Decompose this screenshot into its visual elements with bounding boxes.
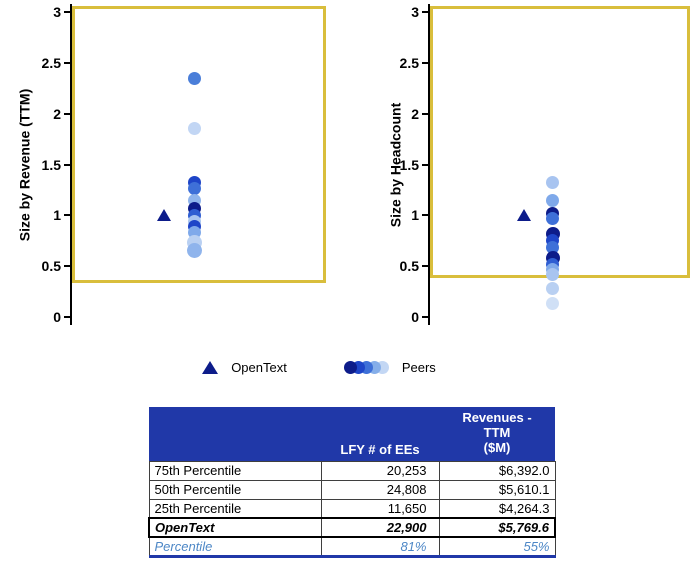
legend: OpenText Peers	[0, 360, 696, 375]
legend-peers-label: Peers	[401, 360, 436, 375]
y-tick-label: 3	[53, 4, 61, 20]
y-axis-title-revenue: Size by Revenue (TTM)	[16, 88, 33, 242]
y-tick-mark	[64, 265, 70, 268]
peer-dot	[186, 243, 202, 259]
y-tick-label: 1	[53, 207, 61, 224]
table-row-opentext: OpenText 22,900 $5,769.6	[148, 517, 556, 538]
y-tick-mark	[64, 112, 70, 115]
legend-item-opentext: OpenText	[202, 360, 287, 375]
y-tick-label: 3	[411, 4, 419, 20]
y-tick-label: 1.5	[399, 156, 419, 173]
peer-dot	[546, 297, 560, 311]
ees-value: 11,650	[320, 498, 440, 519]
table-row-percentile: Percentile 81% 55%	[148, 536, 556, 558]
legend-peer-dot	[343, 361, 357, 374]
y-tick-mark	[64, 11, 70, 13]
y-tick-mark	[64, 214, 70, 217]
y-tick-label: 1.5	[41, 156, 61, 173]
plot-area-revenue: 3 2.5 2 1.5 1 0.5 0	[42, 4, 326, 325]
y-tick-label: 0.5	[41, 258, 61, 275]
y-tick-mark	[64, 316, 70, 318]
y-axis	[70, 4, 72, 325]
row-label: 25th Percentile	[148, 498, 322, 519]
highlight-box	[430, 5, 690, 279]
y-tick-label: 2	[53, 105, 61, 122]
y-tick-label: 2.5	[41, 54, 61, 71]
header-lfy-ees: LFY # of EEs	[321, 407, 439, 461]
chart-size-by-revenue: Size by Revenue (TTM) 3 2.5 2 1.5 1 0.5 0	[0, 0, 348, 348]
peer-dot	[187, 182, 201, 196]
highlight-box	[72, 5, 326, 284]
percentile-table: LFY # of EEs Revenues - TTM ($M) 75th Pe…	[148, 407, 556, 558]
peer-dot	[546, 282, 560, 296]
table-row-75th: 75th Percentile 20,253 $6,392.0	[148, 460, 556, 481]
peer-dot	[546, 267, 560, 281]
y-tick-label: 0	[411, 309, 419, 325]
chart-size-by-headcount: Size by Headcount 3 2.5 2 1.5 1 0.5 0	[348, 0, 696, 348]
row-label: 50th Percentile	[148, 479, 322, 500]
y-tick-mark	[64, 61, 70, 64]
y-tick-label: 0	[53, 309, 61, 325]
y-tick-mark	[64, 163, 70, 166]
legend-opentext-label: OpenText	[231, 360, 287, 375]
y-tick-label: 0.5	[399, 258, 419, 275]
y-tick-mark	[422, 214, 428, 217]
ees-percentile: 81%	[320, 536, 440, 558]
header-revenues-ttm: Revenues - TTM ($M)	[439, 407, 555, 461]
y-axis	[428, 4, 430, 325]
row-label: Percentile	[148, 536, 322, 558]
revenue-value: $5,769.6	[438, 517, 556, 538]
opentext-triangle-icon	[202, 361, 219, 374]
row-label: 75th Percentile	[148, 460, 322, 481]
ees-value: 22,900	[320, 517, 440, 538]
y-tick-mark	[422, 61, 428, 64]
table-row-25th: 25th Percentile 11,650 $4,264.3	[148, 498, 556, 519]
row-label: OpenText	[148, 517, 322, 538]
peer-dot	[546, 193, 560, 207]
table-row-50th: 50th Percentile 24,808 $5,610.1	[148, 479, 556, 500]
y-tick-mark	[422, 316, 428, 318]
opentext-marker-icon	[517, 209, 532, 222]
peer-dot	[546, 176, 560, 190]
y-tick-label: 2	[411, 105, 419, 122]
y-tick-mark	[422, 163, 428, 166]
peer-dot	[187, 122, 201, 136]
y-tick-mark	[422, 11, 428, 13]
peer-dot	[546, 211, 560, 225]
peers-marker-icon	[343, 361, 389, 374]
revenue-value: $5,610.1	[438, 479, 556, 500]
y-tick-label: 1	[411, 207, 419, 224]
opentext-marker-icon	[156, 209, 171, 222]
peer-dot	[187, 71, 201, 85]
revenue-value: $6,392.0	[438, 460, 556, 481]
y-tick-mark	[422, 112, 428, 115]
revenue-percentile: 55%	[438, 536, 556, 558]
header-blank	[149, 407, 321, 461]
table-header-row: LFY # of EEs Revenues - TTM ($M)	[149, 407, 555, 461]
revenue-value: $4,264.3	[438, 498, 556, 519]
ees-value: 24,808	[320, 479, 440, 500]
y-tick-mark	[422, 265, 428, 268]
ees-value: 20,253	[320, 460, 440, 481]
legend-item-peers: Peers	[343, 360, 436, 375]
y-tick-label: 2.5	[399, 54, 419, 71]
plot-area-headcount: 3 2.5 2 1.5 1 0.5 0	[400, 4, 690, 325]
